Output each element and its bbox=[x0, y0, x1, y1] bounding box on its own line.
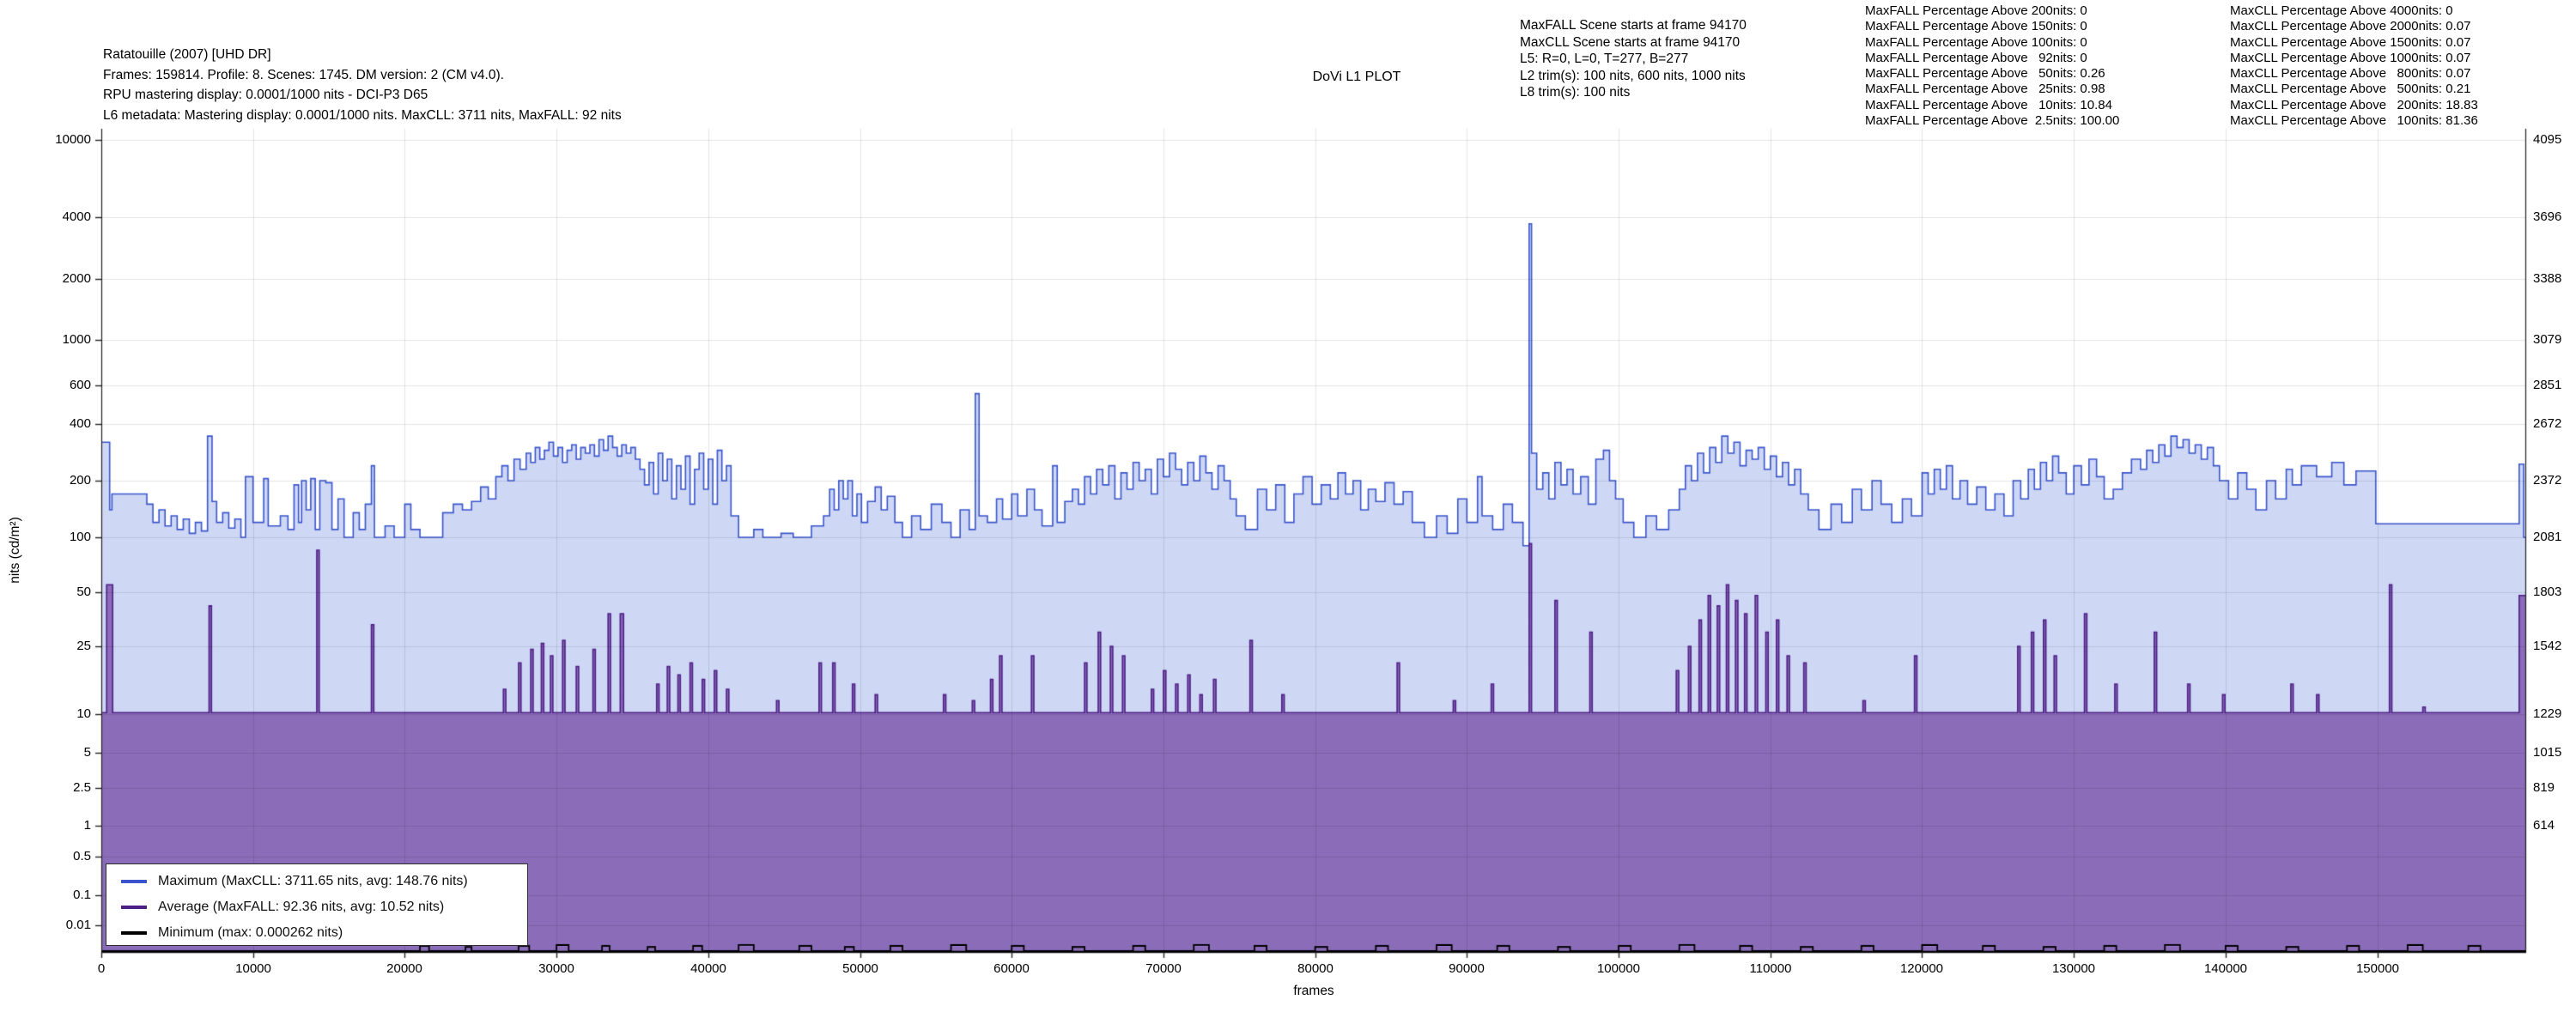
x-axis-tick-label: 140000 bbox=[2203, 961, 2248, 976]
metadata-line: L6 metadata: Mastering display: 0.0001/1… bbox=[103, 107, 622, 123]
y-axis-tick-label: 400 bbox=[69, 416, 91, 431]
y-axis-tick-label: 2.5 bbox=[73, 780, 91, 795]
y-axis-right-tick-label: 1542 bbox=[2533, 639, 2562, 653]
y-axis-tick-label: 2000 bbox=[62, 271, 91, 286]
maxfall-stat-line: MaxFALL Percentage Above 2.5nits: 100.00 bbox=[1865, 113, 2120, 129]
x-axis-tick-label: 20000 bbox=[386, 961, 422, 976]
maxcll-stat-line: MaxCLL Percentage Above 100nits: 81.36 bbox=[2230, 113, 2478, 129]
y-axis-right-tick-label: 2851 bbox=[2533, 378, 2562, 392]
y-axis-tick-label: 0.1 bbox=[73, 888, 91, 902]
x-axis-tick-label: 10000 bbox=[235, 961, 271, 976]
scene-info-line: L8 trim(s): 100 nits bbox=[1520, 85, 1631, 100]
scene-info-line: MaxFALL Scene starts at frame 94170 bbox=[1520, 18, 1747, 33]
maxcll-stat-line: MaxCLL Percentage Above 4000nits: 0 bbox=[2230, 3, 2453, 18]
x-axis-title: frames bbox=[1293, 984, 1334, 998]
minimum-line-swatch-icon bbox=[121, 931, 147, 935]
maxfall-stat-line: MaxFALL Percentage Above 10nits: 10.84 bbox=[1865, 97, 2112, 112]
x-axis-tick-label: 80000 bbox=[1297, 961, 1334, 976]
x-axis-tick-label: 40000 bbox=[690, 961, 726, 976]
y-axis-tick-label: 5 bbox=[83, 745, 91, 760]
x-axis-tick-label: 110000 bbox=[1749, 961, 1792, 976]
maxfall-stat-line: MaxFALL Percentage Above 100nits: 0 bbox=[1865, 34, 2087, 50]
legend-row-minimum: Minimum (max: 0.000262 nits) bbox=[106, 920, 527, 946]
x-axis-tick-label: 120000 bbox=[1899, 961, 1944, 976]
maxcll-stat-line: MaxCLL Percentage Above 800nits: 0.07 bbox=[2230, 66, 2471, 82]
maxfall-stat-line: MaxFALL Percentage Above 25nits: 0.98 bbox=[1865, 82, 2105, 97]
title-metadata-block: Ratatouille (2007) [UHD DR] Frames: 15981… bbox=[103, 45, 622, 125]
y-axis-tick-label: 200 bbox=[69, 473, 91, 488]
x-axis-tick-label: 130000 bbox=[2051, 961, 2096, 976]
y-axis-tick-label: 100 bbox=[69, 530, 91, 544]
maxcll-stat-line: MaxCLL Percentage Above 1500nits: 0.07 bbox=[2230, 34, 2471, 50]
y-axis-tick-label: 1000 bbox=[62, 332, 91, 347]
y-axis-tick-label: 25 bbox=[76, 639, 91, 653]
y-axis-tick-label: 1 bbox=[83, 818, 91, 833]
x-axis-tick-label: 90000 bbox=[1449, 961, 1485, 976]
maximum-line-swatch-icon bbox=[121, 880, 147, 883]
scene-info-block: MaxFALL Scene starts at frame 94170 MaxCL… bbox=[1520, 17, 1747, 101]
maxcll-stat-line: MaxCLL Percentage Above 1000nits: 0.07 bbox=[2230, 50, 2471, 65]
y-axis-right-tick-label: 2372 bbox=[2533, 473, 2562, 488]
y-axis-right-tick-label: 614 bbox=[2533, 818, 2555, 833]
maxfall-stat-line: MaxFALL Percentage Above 92nits: 0 bbox=[1865, 50, 2087, 65]
x-axis-tick-label: 60000 bbox=[993, 961, 1030, 976]
scene-info-line: L2 trim(s): 100 nits, 600 nits, 1000 nit… bbox=[1520, 68, 1746, 83]
y-axis-right-tick-label: 1015 bbox=[2533, 745, 2562, 760]
metadata-line: RPU mastering display: 0.0001/1000 nits … bbox=[103, 88, 428, 102]
x-axis-tick-label: 100000 bbox=[1596, 961, 1641, 976]
x-axis-tick-label: 30000 bbox=[538, 961, 574, 976]
maxcll-stat-line: MaxCLL Percentage Above 500nits: 0.21 bbox=[2230, 82, 2471, 97]
metadata-line: Ratatouille (2007) [UHD DR] bbox=[103, 47, 271, 62]
page-title: DoVi L1 PLOT bbox=[1312, 70, 1401, 84]
y-axis-tick-label: 50 bbox=[76, 585, 91, 599]
y-axis-right-tick-label: 3079 bbox=[2533, 332, 2562, 347]
maxfall-stat-line: MaxFALL Percentage Above 200nits: 0 bbox=[1865, 3, 2087, 18]
y-axis-tick-label: 0.01 bbox=[65, 918, 91, 932]
maxcll-stat-line: MaxCLL Percentage Above 200nits: 18.83 bbox=[2230, 97, 2478, 112]
y-axis-tick-label: 10 bbox=[76, 706, 91, 721]
x-axis-tick-label: 0 bbox=[97, 961, 106, 976]
legend-row-average: Average (MaxFALL: 92.36 nits, avg: 10.52… bbox=[106, 894, 527, 920]
scene-info-line: L5: R=0, L=0, T=277, B=277 bbox=[1520, 52, 1689, 67]
maxfall-stat-line: MaxFALL Percentage Above 50nits: 0.26 bbox=[1865, 66, 2105, 82]
maxcll-stats-column: MaxCLL Percentage Above 4000nits: 0 MaxCL… bbox=[2230, 3, 2478, 129]
legend-label-minimum: Minimum (max: 0.000262 nits) bbox=[158, 925, 343, 940]
y-axis-right-tick-label: 1229 bbox=[2533, 706, 2562, 721]
legend-label-average: Average (MaxFALL: 92.36 nits, avg: 10.52… bbox=[158, 900, 445, 914]
average-line-swatch-icon bbox=[121, 906, 147, 909]
y-axis-right-tick-label: 2081 bbox=[2533, 530, 2562, 544]
y-axis-tick-label: 600 bbox=[69, 378, 91, 392]
x-axis-tick-label: 150000 bbox=[2355, 961, 2400, 976]
y-axis-tick-label: 10000 bbox=[55, 132, 91, 147]
metadata-line: Frames: 159814. Profile: 8. Scenes: 1745… bbox=[103, 67, 504, 82]
y-axis-right-tick-label: 4095 bbox=[2533, 132, 2562, 147]
legend-label-maximum: Maximum (MaxCLL: 3711.65 nits, avg: 148.… bbox=[158, 874, 468, 888]
scene-info-line: MaxCLL Scene starts at frame 94170 bbox=[1520, 34, 1741, 50]
y-axis-right-tick-label: 3388 bbox=[2533, 271, 2562, 286]
y-axis-tick-label: 4000 bbox=[62, 209, 91, 224]
y-axis-right-tick-label: 2672 bbox=[2533, 416, 2562, 431]
maxcll-stat-line: MaxCLL Percentage Above 2000nits: 0.07 bbox=[2230, 19, 2471, 34]
maxfall-stats-column: MaxFALL Percentage Above 200nits: 0 MaxFA… bbox=[1865, 3, 2119, 129]
legend-row-maximum: Maximum (MaxCLL: 3711.65 nits, avg: 148.… bbox=[106, 869, 527, 894]
y-axis-right-tick-label: 3696 bbox=[2533, 209, 2562, 224]
legend-box: Maximum (MaxCLL: 3711.65 nits, avg: 148.… bbox=[106, 863, 528, 946]
x-axis-tick-label: 70000 bbox=[1145, 961, 1182, 976]
x-axis-tick-label: 50000 bbox=[842, 961, 878, 976]
y-axis-title: nits (cd/m²) bbox=[8, 517, 22, 584]
maxfall-stat-line: MaxFALL Percentage Above 150nits: 0 bbox=[1865, 19, 2087, 34]
y-axis-right-tick-label: 1803 bbox=[2533, 585, 2562, 599]
y-axis-tick-label: 0.5 bbox=[73, 849, 91, 863]
y-axis-right-tick-label: 819 bbox=[2533, 780, 2555, 795]
